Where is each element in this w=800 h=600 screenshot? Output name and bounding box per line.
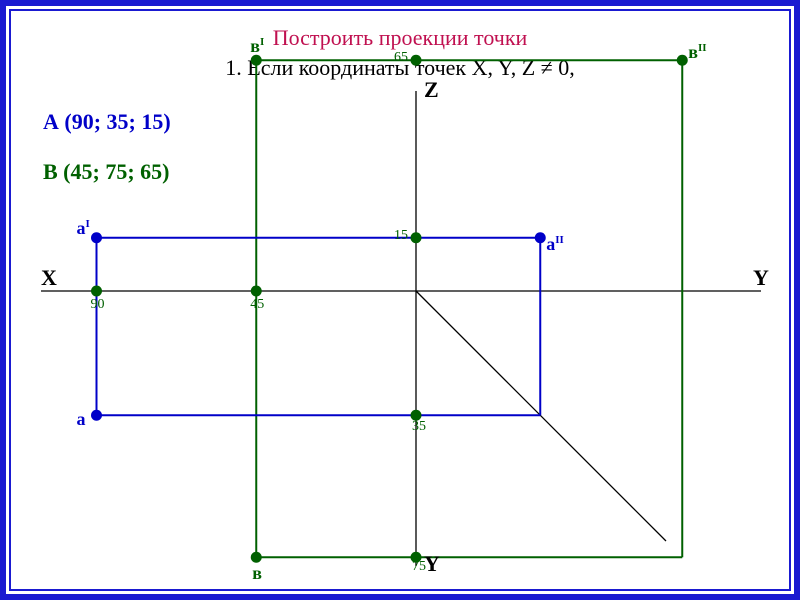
tick-z15: 15 bbox=[394, 228, 408, 244]
axis-y2-label: Y bbox=[424, 551, 440, 577]
axis-x-label: X bbox=[41, 265, 57, 291]
frame-inner: Построить проекции точки 1. Если координ… bbox=[9, 9, 791, 591]
frame-outer: Построить проекции точки 1. Если координ… bbox=[0, 0, 800, 600]
tick-y35: 35 bbox=[412, 419, 426, 435]
axis-y-label: Y bbox=[753, 265, 769, 291]
tick-z65: 65 bbox=[394, 50, 408, 66]
label-aI: аI bbox=[77, 218, 90, 239]
label-a: а bbox=[77, 409, 86, 430]
tick-x90: 90 bbox=[91, 297, 105, 313]
label-bI: вI bbox=[250, 36, 264, 57]
label-bII: вII bbox=[688, 42, 706, 63]
tick-x45: 45 bbox=[250, 297, 264, 313]
label-b: в bbox=[252, 563, 262, 584]
projection-diagram bbox=[11, 11, 789, 589]
axis-z-label: Z bbox=[424, 77, 439, 103]
label-aII: аII bbox=[546, 234, 564, 255]
tick-y75: 75 bbox=[412, 559, 426, 575]
